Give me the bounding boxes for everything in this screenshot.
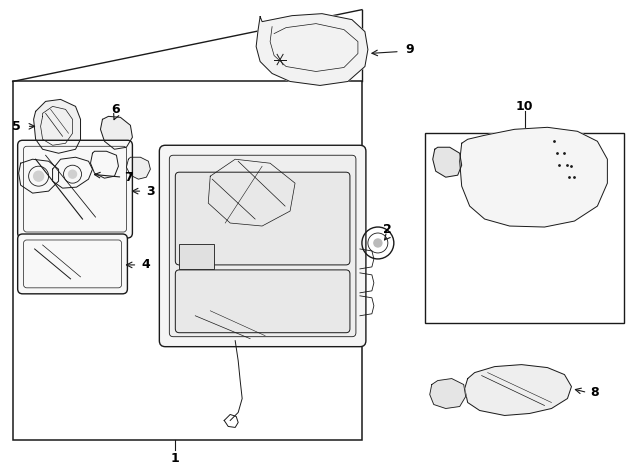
Text: 4: 4 (141, 259, 150, 271)
Polygon shape (127, 157, 150, 179)
Bar (13, 81, 362, 440)
FancyBboxPatch shape (159, 145, 366, 347)
FancyBboxPatch shape (175, 172, 350, 265)
Circle shape (68, 170, 77, 178)
Text: 5: 5 (12, 120, 21, 133)
FancyBboxPatch shape (170, 155, 356, 337)
Text: 6: 6 (111, 103, 120, 116)
Polygon shape (34, 99, 81, 153)
Bar (179, 244, 214, 269)
Bar (425, 133, 625, 323)
Text: 7: 7 (124, 171, 132, 184)
Text: 1: 1 (171, 452, 180, 465)
Text: 8: 8 (590, 386, 598, 399)
Polygon shape (52, 157, 93, 188)
Polygon shape (90, 151, 118, 178)
Polygon shape (460, 127, 607, 227)
FancyBboxPatch shape (175, 270, 350, 333)
Text: 2: 2 (383, 222, 392, 236)
Polygon shape (256, 14, 368, 85)
Polygon shape (433, 147, 461, 177)
Polygon shape (465, 365, 572, 415)
Circle shape (34, 171, 44, 181)
Text: 3: 3 (146, 185, 155, 198)
FancyBboxPatch shape (18, 234, 127, 294)
Polygon shape (19, 159, 59, 193)
Polygon shape (430, 379, 466, 408)
FancyBboxPatch shape (18, 140, 132, 238)
Text: 9: 9 (406, 43, 414, 56)
Circle shape (374, 239, 382, 247)
Text: 10: 10 (516, 100, 533, 113)
Polygon shape (100, 116, 132, 149)
